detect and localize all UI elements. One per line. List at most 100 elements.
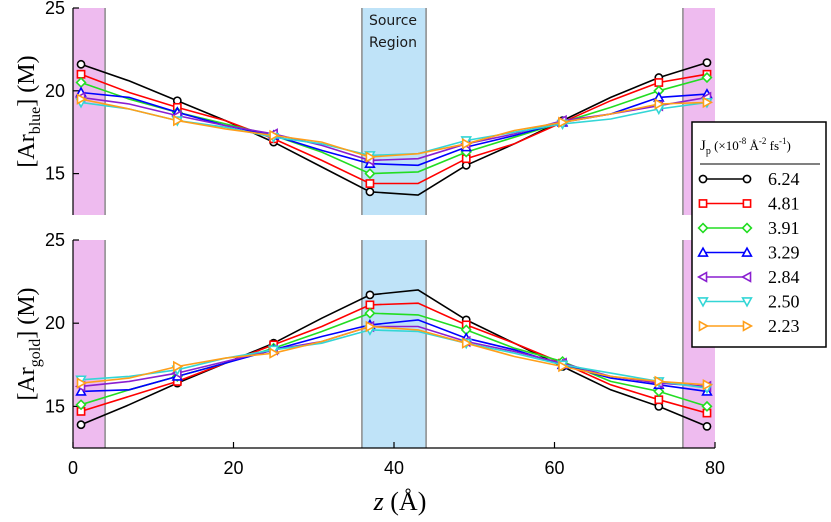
- legend-entry: 2.23: [698, 316, 800, 336]
- legend-entry: 3.91: [697, 218, 800, 238]
- data-point: [173, 360, 184, 373]
- y-axis-label-part: [Ar: [14, 134, 40, 167]
- legend-label: 2.50: [768, 292, 800, 312]
- legend-label: 6.24: [768, 169, 800, 189]
- data-point: [76, 69, 86, 79]
- legend-title-subscript: p: [706, 146, 711, 157]
- legend-marker: [698, 320, 710, 332]
- data-point: [364, 307, 376, 319]
- legend-title-unit-part: ): [787, 138, 791, 153]
- x-axis-label-unit: (Å): [384, 487, 427, 516]
- legend-marker: [697, 222, 709, 234]
- legend-marker: [742, 174, 752, 184]
- legend-marker: [741, 246, 753, 257]
- data-point: [702, 421, 712, 431]
- data-point: [269, 129, 280, 142]
- data-point: [702, 58, 712, 68]
- legend-entry: 3.29: [697, 243, 800, 263]
- x-tick-label: 0: [68, 458, 78, 478]
- data-point: [654, 375, 665, 388]
- data-point: [701, 400, 713, 412]
- data-point: [76, 93, 88, 105]
- data-point: [702, 379, 714, 391]
- legend-title-unit-part: Å: [746, 138, 759, 153]
- series-2.23: [76, 320, 714, 391]
- legend-entry: 2.50: [697, 292, 800, 312]
- data-point: [364, 168, 376, 180]
- x-axis-label-variable: z: [373, 487, 384, 516]
- source-region-label-line2: Region: [369, 35, 417, 51]
- panel-bottom-argon-gold: 15 20 25 0 20 40 60 80 [Argold] (M): [14, 230, 725, 478]
- data-point: [365, 151, 376, 163]
- legend-marker: [740, 271, 752, 283]
- y-tick-label: 15: [45, 164, 65, 184]
- legend-title-exponent: -1: [779, 136, 787, 146]
- legend-entries: 6.24 4.81 3.91 3.29 2.84 2.50 2.23: [696, 169, 800, 336]
- series-line: [80, 302, 708, 414]
- source-region-label-line1: Source: [369, 13, 417, 29]
- y-tick-label: 20: [45, 81, 65, 101]
- y-axis-label: [Argold] (M): [14, 287, 44, 400]
- legend-marker: [698, 174, 708, 184]
- x-tick-label: 40: [384, 458, 404, 478]
- data-point: [76, 59, 86, 69]
- y-axis-label-part: [Ar: [14, 367, 40, 400]
- legend-box: [691, 121, 827, 348]
- legend-title-exponent: -2: [759, 136, 767, 146]
- series-line: [80, 289, 708, 428]
- data-point: [365, 320, 376, 333]
- legend-label: 3.91: [768, 218, 800, 238]
- legend-title-unit-part: fs: [766, 138, 779, 153]
- legend-marker: [698, 199, 708, 208]
- data-point: [76, 377, 88, 389]
- legend-title-unit-part: (×10: [711, 138, 739, 153]
- y-axis-label: [Arblue] (M): [14, 55, 44, 167]
- legend-marker: [697, 246, 709, 257]
- data-point: [76, 420, 86, 430]
- y-tick-label: 20: [45, 313, 65, 333]
- legend-marker: [696, 271, 708, 283]
- y-tick-label: 15: [45, 396, 65, 416]
- series-2.23: [76, 93, 714, 163]
- data-point: [461, 138, 473, 150]
- legend-label: 3.29: [768, 243, 800, 263]
- legend-label: 2.84: [768, 267, 800, 287]
- data-point: [558, 360, 569, 373]
- legend-marker: [697, 297, 709, 308]
- data-point: [365, 290, 375, 300]
- panel-top-argon-blue: 15 20 25 [Arblue] (M): [14, 0, 715, 215]
- legend-title-symbol: J: [700, 138, 706, 154]
- y-axis-label-part: ] (M): [14, 55, 40, 106]
- legend-label: 4.81: [768, 194, 800, 214]
- series-line: [80, 319, 708, 393]
- left-wall-region: [73, 8, 106, 215]
- series-line: [80, 325, 708, 386]
- data-point: [365, 187, 375, 197]
- data-point: [653, 385, 665, 397]
- data-point: [75, 399, 87, 411]
- y-axis-label-subscript: blue: [27, 107, 44, 135]
- legend: Jp (×10-8 Å-2 fs-1) 6.24 4.81 3.91 3.29 2.84…: [691, 121, 827, 348]
- series-line: [80, 73, 708, 185]
- x-tick-label: 80: [705, 458, 725, 478]
- legend-entry: 6.24: [698, 169, 800, 189]
- data-point: [365, 300, 375, 310]
- data-point: [558, 116, 569, 129]
- data-point: [269, 347, 280, 359]
- legend-entry: 4.81: [698, 194, 800, 214]
- series-line: [80, 329, 708, 389]
- data-point: [461, 337, 473, 349]
- x-tick-label: 60: [544, 458, 564, 478]
- data-point: [654, 395, 664, 405]
- legend-label: 2.23: [768, 316, 800, 336]
- legend-title: Jp (×10-8 Å-2 fs-1): [700, 136, 791, 157]
- y-axis-label-subscript: gold: [27, 339, 44, 367]
- legend-title-exponent: -8: [739, 136, 747, 146]
- data-point: [654, 98, 665, 110]
- x-tick-label: 20: [223, 458, 243, 478]
- legend-marker: [741, 222, 753, 234]
- y-tick-label: 25: [45, 0, 65, 18]
- y-tick-label: 25: [45, 230, 65, 250]
- y-axis-label-part: ] (M): [14, 287, 40, 338]
